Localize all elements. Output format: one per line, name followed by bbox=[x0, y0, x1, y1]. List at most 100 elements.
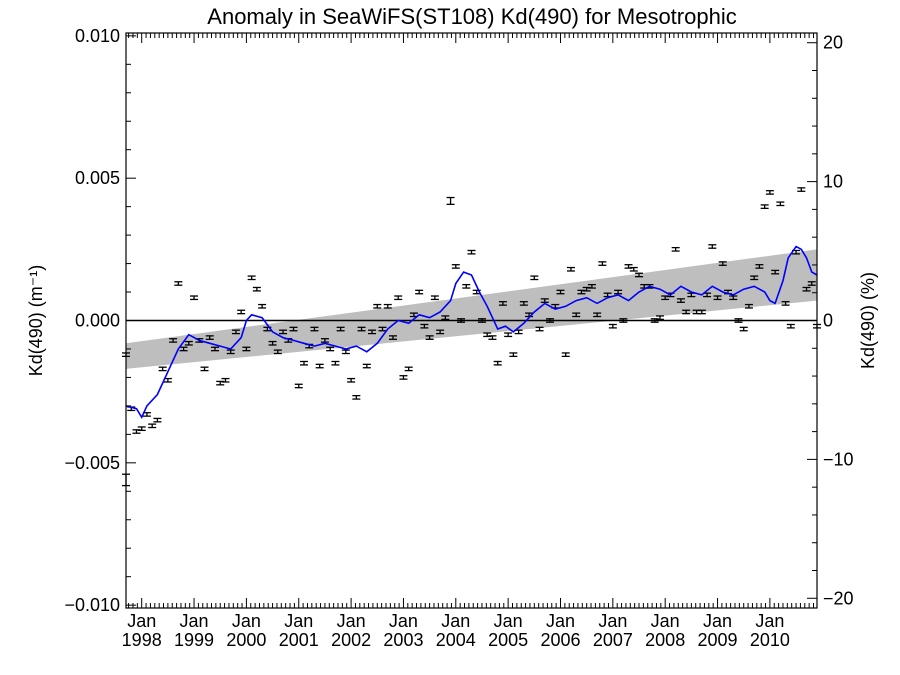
smoothed-anomaly-line bbox=[125, 245, 818, 420]
data-point bbox=[760, 204, 769, 209]
data-point bbox=[258, 303, 267, 309]
right-tick-label: 0 bbox=[823, 311, 833, 331]
right-axis-label: Kd(490) (%) bbox=[858, 272, 878, 369]
data-point bbox=[190, 295, 199, 301]
data-point bbox=[619, 318, 628, 323]
data-point bbox=[279, 329, 288, 335]
right-tick-label: −20 bbox=[823, 588, 854, 608]
chart-title: Anomaly in SeaWiFS(ST108) Kd(490) for Me… bbox=[207, 4, 736, 29]
x-tick-month-label: Jan bbox=[389, 611, 418, 631]
right-tick-label: 20 bbox=[823, 33, 843, 53]
data-point bbox=[226, 349, 235, 355]
data-point bbox=[425, 335, 434, 340]
data-point bbox=[347, 377, 356, 383]
data-point bbox=[729, 295, 738, 301]
data-point bbox=[771, 269, 780, 275]
data-point bbox=[368, 329, 377, 335]
data-point bbox=[184, 340, 193, 346]
x-tick-year-label: 2009 bbox=[698, 630, 738, 650]
data-point bbox=[242, 346, 251, 352]
data-point bbox=[205, 335, 214, 340]
left-tick-label: 0.005 bbox=[75, 168, 120, 188]
data-point bbox=[671, 246, 680, 252]
data-point bbox=[593, 312, 602, 318]
x-tick-month-label: Jan bbox=[703, 611, 732, 631]
data-point bbox=[352, 394, 361, 400]
data-point bbox=[273, 349, 282, 355]
x-tick-month-label: Jan bbox=[598, 611, 627, 631]
x-tick-year-label: 2008 bbox=[645, 630, 685, 650]
data-point bbox=[598, 261, 607, 266]
trend-band-polygon bbox=[126, 249, 817, 369]
data-point bbox=[655, 315, 664, 321]
data-point bbox=[415, 289, 424, 295]
x-tick-year-label: 1998 bbox=[122, 630, 162, 650]
x-tick-year-label: 2003 bbox=[383, 630, 423, 650]
data-point bbox=[457, 318, 466, 323]
data-point bbox=[718, 261, 727, 266]
x-tick-year-label: 2004 bbox=[436, 630, 476, 650]
x-tick-month-label: Jan bbox=[337, 611, 366, 631]
x-tick-month-label: Jan bbox=[546, 611, 575, 631]
x-tick-month-label: Jan bbox=[232, 611, 261, 631]
data-point bbox=[786, 323, 795, 329]
data-point bbox=[776, 201, 785, 207]
x-tick-year-label: 2001 bbox=[279, 630, 319, 650]
x-tick-month-label: Jan bbox=[127, 611, 156, 631]
data-point bbox=[179, 346, 188, 352]
data-point bbox=[462, 283, 471, 289]
data-point bbox=[781, 301, 790, 306]
data-point bbox=[299, 360, 308, 366]
data-point bbox=[682, 309, 691, 315]
data-point bbox=[750, 275, 759, 281]
data-point bbox=[174, 281, 183, 286]
data-point bbox=[315, 363, 324, 369]
data-point bbox=[158, 366, 167, 372]
data-point bbox=[210, 346, 219, 352]
data-point bbox=[734, 318, 743, 323]
data-point bbox=[394, 295, 403, 301]
data-point bbox=[252, 286, 261, 292]
x-tick-year-label: 1999 bbox=[174, 630, 214, 650]
data-point bbox=[289, 326, 298, 332]
data-point bbox=[388, 335, 397, 340]
smoothed-line-path bbox=[125, 245, 818, 420]
data-point bbox=[765, 190, 774, 195]
data-point bbox=[404, 366, 413, 372]
data-point bbox=[755, 264, 764, 269]
data-point bbox=[744, 303, 753, 309]
data-point bbox=[488, 335, 497, 340]
data-point bbox=[231, 329, 240, 335]
data-point bbox=[629, 266, 638, 272]
data-point bbox=[336, 326, 345, 332]
x-tick-month-label: Jan bbox=[755, 611, 784, 631]
x-tick-month-label: Jan bbox=[651, 611, 680, 631]
data-point bbox=[556, 289, 565, 295]
data-point bbox=[430, 295, 439, 301]
data-point bbox=[310, 326, 319, 332]
x-tick-month-label: Jan bbox=[284, 611, 313, 631]
data-point bbox=[493, 360, 502, 366]
data-point bbox=[378, 326, 387, 332]
data-point bbox=[362, 363, 371, 369]
data-point bbox=[504, 332, 513, 338]
x-tick-month-label: Jan bbox=[180, 611, 209, 631]
data-point bbox=[148, 423, 157, 429]
data-point bbox=[739, 326, 748, 332]
data-point bbox=[441, 315, 450, 321]
left-tick-label: −0.010 bbox=[64, 595, 120, 615]
data-point bbox=[535, 326, 544, 332]
x-tick-month-label: Jan bbox=[441, 611, 470, 631]
data-point bbox=[561, 352, 570, 358]
data-point bbox=[451, 264, 460, 269]
data-point bbox=[713, 295, 722, 301]
data-point bbox=[294, 383, 303, 389]
data-point bbox=[546, 318, 555, 323]
left-tick-label: 0.010 bbox=[75, 26, 120, 46]
x-tick-year-label: 2005 bbox=[488, 630, 528, 650]
left-tick-label: 0.000 bbox=[75, 311, 120, 331]
left-axis-label: Kd(490) (m⁻¹) bbox=[26, 265, 46, 377]
right-tick-label: 10 bbox=[823, 172, 843, 192]
data-point bbox=[676, 298, 685, 303]
trend-confidence-band bbox=[126, 249, 817, 369]
